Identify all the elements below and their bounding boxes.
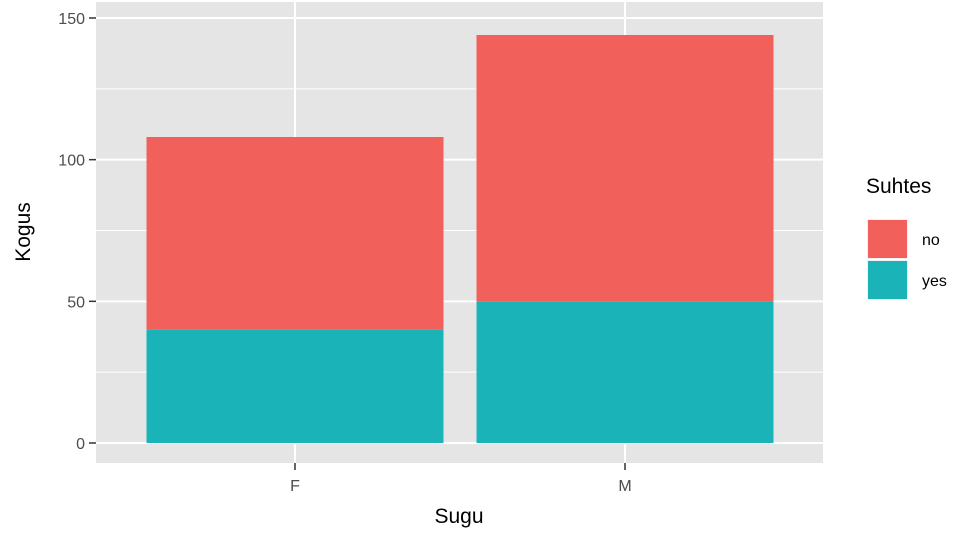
- legend-label-no: no: [922, 232, 940, 249]
- bar-yes-F: [146, 329, 444, 443]
- legend-label-yes: yes: [922, 273, 947, 290]
- y-tick-label: 100: [58, 153, 85, 170]
- y-axis-title: Kogus: [12, 202, 35, 262]
- bar-yes-M: [476, 301, 774, 443]
- legend-title: Suhtes: [866, 175, 931, 198]
- x-tick-label: F: [290, 478, 300, 495]
- bar-no-F: [146, 137, 444, 330]
- legend-swatch-no: [868, 220, 907, 258]
- x-axis-title: Sugu: [434, 505, 483, 528]
- y-tick-label: 150: [58, 11, 85, 28]
- legend: Suhtes no yes: [866, 175, 947, 300]
- legend-swatch-yes: [868, 261, 907, 299]
- y-tick-label: 0: [76, 436, 85, 453]
- bars: [146, 35, 774, 443]
- y-axis: 0 50 100 150: [58, 11, 96, 453]
- bar-no-M: [476, 35, 774, 302]
- x-tick-label: M: [618, 478, 631, 495]
- y-tick-label: 50: [67, 294, 85, 311]
